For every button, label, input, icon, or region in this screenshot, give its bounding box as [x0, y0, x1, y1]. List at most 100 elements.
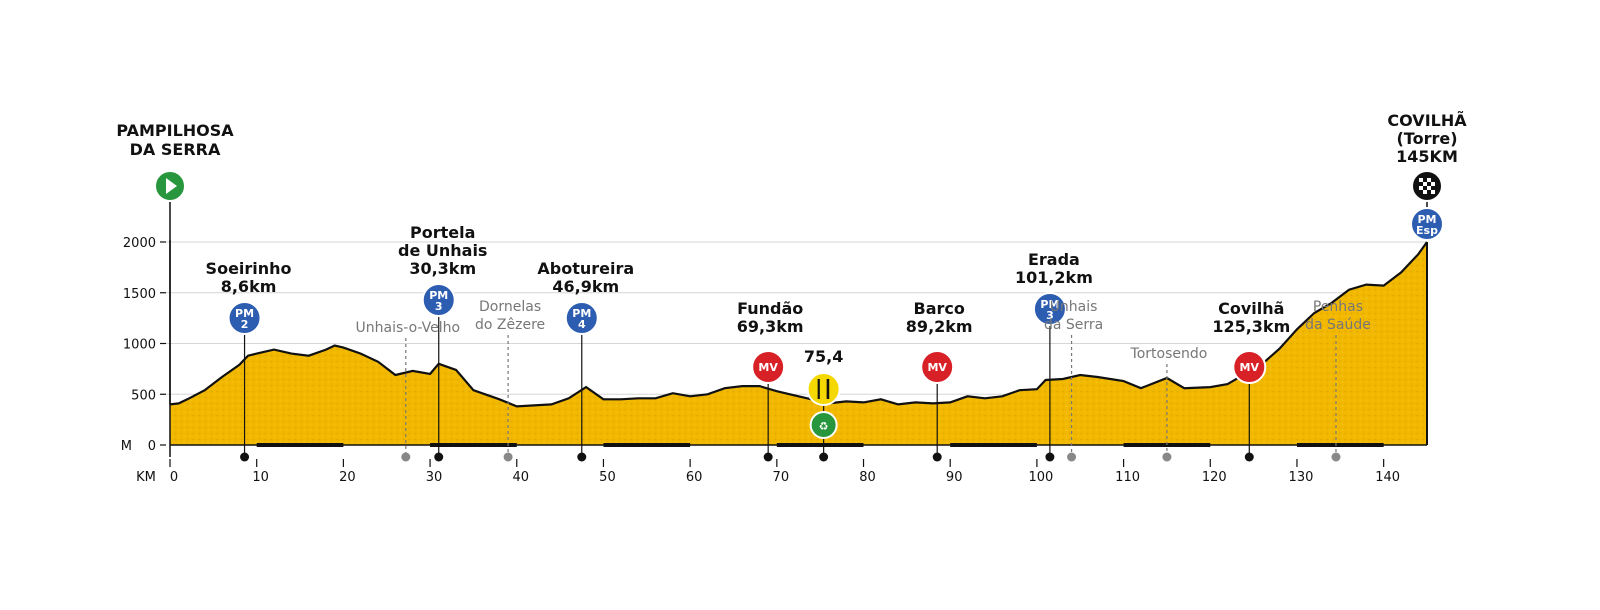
x-tick-label: 110: [1115, 470, 1140, 485]
play-icon: [166, 178, 177, 194]
place-label: Tortosendo: [1130, 346, 1208, 362]
pm-badge-label: PM: [235, 307, 254, 320]
baseline-segment: [603, 443, 691, 447]
pm-badge-label: PM: [429, 289, 448, 302]
y-tick-label: 1000: [123, 338, 156, 353]
checker-square: [1431, 190, 1435, 194]
place-label: da Saúde: [1305, 317, 1371, 333]
feed-zone-icon: [806, 372, 841, 406]
place-km-dot: [503, 452, 513, 462]
climb-label: Portela: [410, 223, 475, 242]
mv-badge-label: MV: [1240, 361, 1260, 374]
place-km-dot: [1331, 452, 1341, 462]
x-tick-label: 60: [686, 470, 703, 485]
x-tick-label: 50: [599, 470, 616, 485]
climb-label: de Unhais: [398, 241, 487, 260]
climb-label: Erada: [1028, 250, 1080, 269]
climb-km-dot: [577, 452, 587, 462]
x-tick-label: 70: [773, 470, 790, 485]
y-tick-label: 0: [148, 439, 156, 454]
feed-zone-label: 75,4: [804, 347, 843, 366]
mv-badge: [751, 350, 786, 384]
x-tick-label: 90: [946, 470, 963, 485]
x-tick-label: 140: [1375, 470, 1400, 485]
recycle-icon: [809, 411, 838, 439]
fork-icon: [817, 379, 820, 399]
place-label: Unhais: [1050, 299, 1098, 315]
pm-esp-badge-label: PM: [1417, 213, 1436, 226]
y-tick-label: 500: [131, 388, 156, 403]
mv-badge-label: MV: [927, 361, 947, 374]
pm-badge: [1032, 292, 1067, 326]
pm-badge-cat: 4: [578, 318, 586, 331]
finish-name-line2: (Torre): [1396, 129, 1457, 148]
checker-square: [1431, 182, 1435, 186]
place-km-dot: [1067, 452, 1077, 462]
baseline-segment: [256, 443, 344, 447]
sprint-km-dot: [932, 452, 942, 462]
mv-badge-label: MV: [758, 361, 778, 374]
climb-km-dot: [434, 452, 444, 462]
sprint-label: 89,2km: [906, 317, 973, 336]
baseline-segment: [430, 443, 517, 447]
pm-badge: [564, 301, 599, 335]
baseline-segment: [1296, 443, 1384, 447]
pm-badge: [421, 283, 456, 317]
y-tick-label: 2000: [123, 236, 156, 251]
sprint-label: Barco: [914, 299, 965, 318]
x-tick-label: 80: [859, 470, 876, 485]
x-tick-label: 10: [252, 470, 269, 485]
climb-label: Abotureira: [537, 259, 634, 278]
climb-label: 46,9km: [552, 277, 619, 296]
checker-square: [1427, 178, 1431, 182]
climb-label: 8,6km: [221, 277, 277, 296]
x-tick-label: 40: [512, 470, 529, 485]
climb-km-dot: [1045, 452, 1055, 462]
climb-label: Soeirinho: [206, 259, 292, 278]
place-label: do Zêzere: [475, 317, 545, 333]
finish-name-line1: COVILHÃ: [1387, 111, 1467, 130]
pm-badge-cat: 2: [241, 318, 249, 331]
place-km-dot: [401, 452, 411, 462]
place-label: Penhas: [1313, 299, 1363, 315]
pm-esp-badge: [1410, 207, 1444, 241]
finish-distance: 145KM: [1396, 147, 1458, 166]
pm-esp-badge-cat: Esp: [1416, 224, 1438, 237]
sprint-km-dot: [763, 452, 773, 462]
x-axis-label: KM: [136, 470, 156, 485]
place-label: da Serra: [1044, 317, 1103, 333]
checker-square: [1423, 182, 1427, 186]
baseline-segment: [950, 443, 1037, 447]
knife-icon: [826, 379, 830, 399]
x-tick-label: 30: [426, 470, 443, 485]
checker-square: [1423, 190, 1427, 194]
place-label: Dornelas: [479, 299, 541, 315]
sprint-label: 69,3km: [737, 317, 804, 336]
y-axis-label: M: [121, 439, 132, 454]
x-tick-label: 120: [1202, 470, 1227, 485]
sprint-label: Fundão: [737, 299, 803, 318]
x-tick-label: 0: [170, 470, 178, 485]
climb-label: 101,2km: [1015, 268, 1093, 287]
pm-badge-cat: 3: [1046, 309, 1054, 322]
checker-square: [1427, 186, 1431, 190]
place-label: Unhais-o-Velho: [356, 320, 461, 336]
feed-km-dot: [819, 452, 829, 462]
y-tick-label: 1500: [123, 287, 156, 302]
checker-square: [1419, 186, 1423, 190]
x-tick-label: 20: [339, 470, 356, 485]
mv-badge: [920, 350, 955, 384]
start-name-line2: DA SERRA: [130, 140, 221, 159]
pm-badge-label: PM: [572, 307, 591, 320]
checker-square: [1419, 178, 1423, 182]
climb-label: 30,3km: [409, 259, 476, 278]
pm-badge-label: PM: [1040, 298, 1059, 311]
climb-km-dot: [240, 452, 250, 462]
x-tick-label: 130: [1289, 470, 1314, 485]
sprint-label: 125,3km: [1212, 317, 1290, 336]
sprint-label: Covilhã: [1218, 299, 1284, 318]
recycle-glyph: ♻: [819, 420, 829, 433]
x-tick-label: 100: [1028, 470, 1053, 485]
